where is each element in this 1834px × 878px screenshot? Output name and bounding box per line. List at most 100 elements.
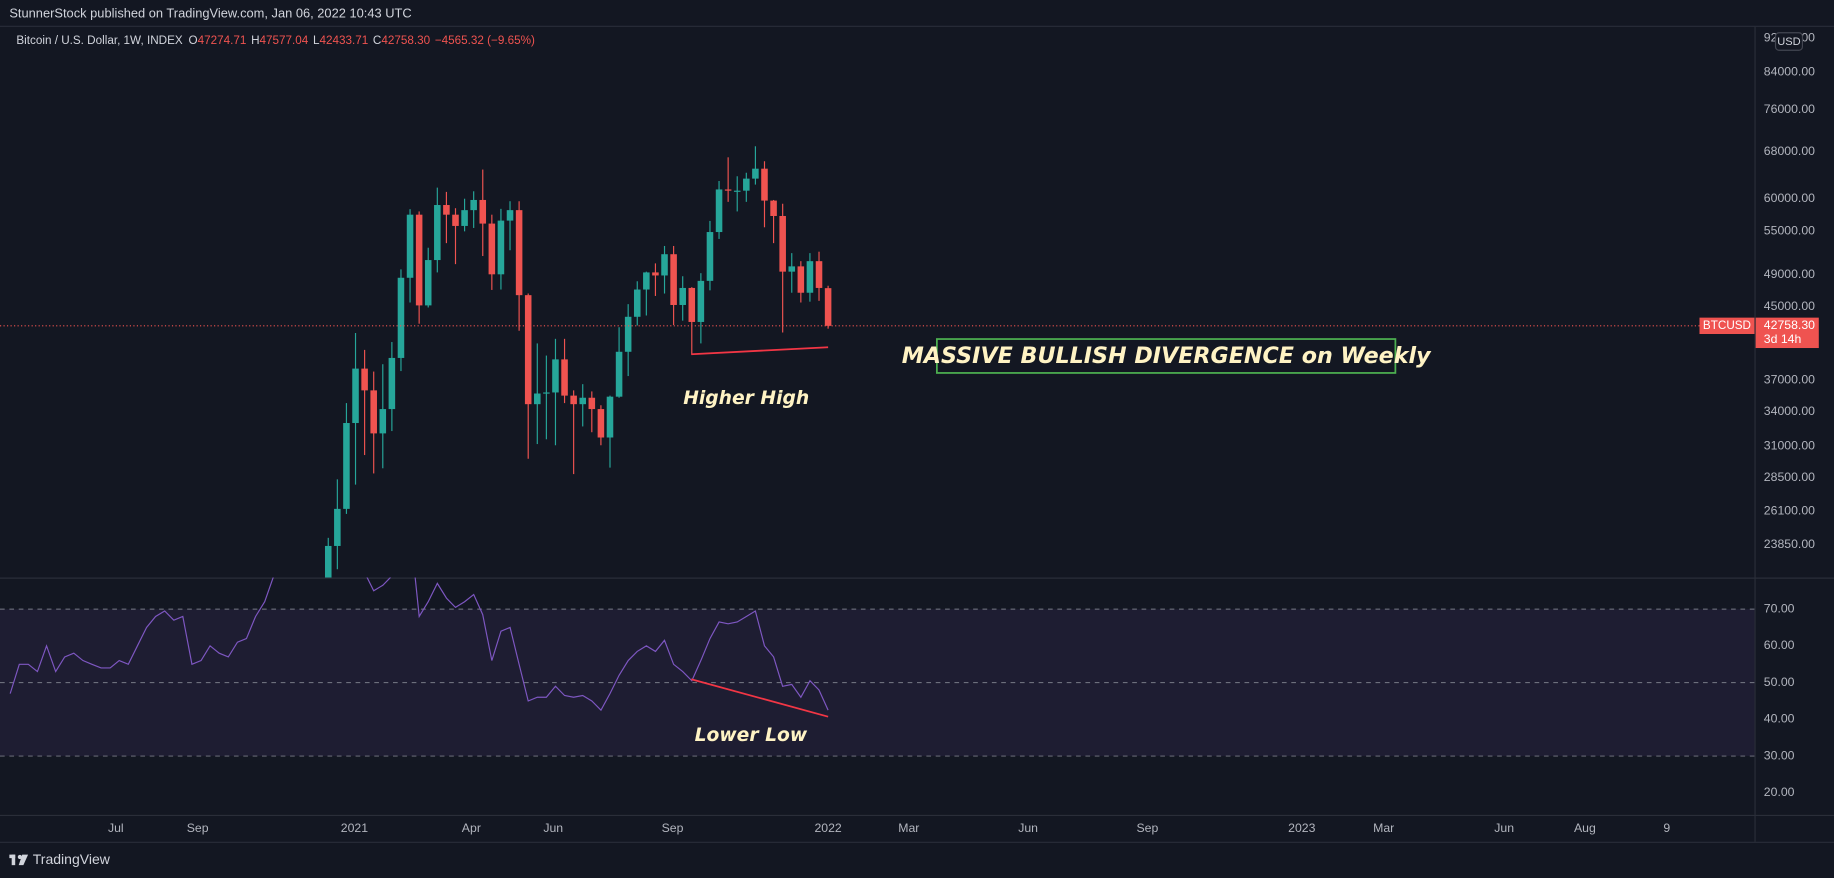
- x-tick-label: Mar: [1373, 821, 1394, 835]
- footer-logo: [9, 854, 29, 866]
- candle-body: [770, 200, 777, 216]
- legend-value: 47274.71: [198, 34, 247, 47]
- logo-part: [18, 854, 29, 866]
- y-tick-label: 45000.00: [1764, 299, 1815, 313]
- price-pane: [324, 146, 832, 578]
- legend-change: −4565.32 (−9.65%): [435, 34, 535, 47]
- candle-body: [406, 214, 414, 278]
- countdown-label: 3d 14h: [1764, 332, 1802, 346]
- legend-key: O: [189, 34, 198, 47]
- annotation: Lower Low: [695, 725, 808, 746]
- rsi-tick-label: 20.00: [1764, 785, 1795, 799]
- y-tick-label: 34000.00: [1764, 404, 1815, 418]
- candle-body: [806, 261, 814, 293]
- rsi-pane: [0, 577, 1755, 757]
- legend-value: 42758.30: [381, 34, 430, 47]
- candle-body: [824, 288, 832, 326]
- candle-body: [743, 178, 750, 191]
- x-tick-label: Sep: [187, 821, 209, 835]
- candle-body: [552, 359, 559, 393]
- logo-part: [11, 854, 16, 866]
- x-tick-label: Sep: [1137, 821, 1159, 835]
- candle-body: [679, 287, 686, 305]
- candle-body: [797, 266, 805, 293]
- price-badge: [1755, 317, 1819, 349]
- legend-key: L: [313, 34, 320, 47]
- candle-body: [397, 277, 405, 358]
- candle-body: [343, 423, 350, 509]
- price-label: 42758.30: [1764, 318, 1815, 332]
- trend-line: [691, 346, 829, 356]
- currency-badge: [1774, 32, 1804, 51]
- y-tick-label: 37000.00: [1764, 372, 1815, 386]
- trend-line: [691, 678, 829, 718]
- footer-brand: TradingView: [33, 851, 111, 867]
- candle-body: [561, 359, 568, 396]
- candle-body: [361, 368, 368, 391]
- candle-body: [670, 254, 677, 305]
- rsi-tick-label: 50.00: [1764, 675, 1795, 689]
- candle-body: [424, 260, 432, 306]
- candle-body: [697, 280, 705, 322]
- candle-body: [752, 168, 759, 179]
- candle-body: [652, 272, 659, 276]
- annotation: Higher High: [683, 388, 809, 409]
- logo-part: [17, 854, 22, 860]
- candle-body: [524, 295, 532, 405]
- x-tick-label: Jul: [108, 821, 124, 835]
- candle-body: [443, 205, 450, 215]
- candle-body: [388, 357, 396, 410]
- legend: Bitcoin / U.S. Dollar, 1W, INDEX O47274.7…: [16, 34, 535, 47]
- legend-title: Bitcoin / U.S. Dollar, 1W, INDEX: [16, 34, 183, 47]
- candle-body: [461, 210, 468, 226]
- symbol-badge: [1699, 317, 1755, 335]
- candle-body: [788, 266, 796, 272]
- candle-body: [488, 223, 496, 275]
- candle-body: [643, 272, 650, 290]
- candle-body: [715, 189, 723, 233]
- rsi-tick-label: 40.00: [1764, 712, 1795, 726]
- candle-body: [470, 199, 477, 211]
- y-tick-label: 23850.00: [1764, 537, 1815, 551]
- candle-body: [370, 390, 377, 434]
- candle-body: [506, 210, 514, 221]
- candle-body: [452, 214, 459, 226]
- x-tick-label: 2022: [814, 821, 841, 835]
- y-tick-label: 84000.00: [1764, 65, 1815, 79]
- x-tick-label: 9: [1663, 821, 1670, 835]
- y-tick-label: 60000.00: [1764, 191, 1815, 205]
- x-tick-label: 2023: [1288, 821, 1315, 835]
- rsi-tick-label: 30.00: [1764, 748, 1795, 762]
- legend-key: C: [373, 34, 381, 47]
- candle-body: [415, 214, 423, 306]
- y-tick-label: 76000.00: [1764, 102, 1815, 116]
- currency-label: USD: [1777, 36, 1800, 48]
- candle-body: [688, 287, 696, 322]
- candle-body: [379, 409, 387, 434]
- x-tick-label: Jun: [1018, 821, 1038, 835]
- candle-body: [733, 190, 741, 192]
- candle-body: [761, 168, 768, 201]
- candle-body: [588, 397, 596, 410]
- legend-value: 42433.71: [319, 34, 368, 47]
- annotation-box: [936, 338, 1397, 374]
- candle-body: [570, 395, 577, 405]
- candle-body: [497, 220, 505, 275]
- symbol-label: BTCUSD: [1703, 319, 1751, 332]
- y-tick-label: 26100.00: [1764, 503, 1815, 517]
- candle-body: [479, 199, 487, 224]
- x-tick-label: Jun: [543, 821, 563, 835]
- x-tick-label: Sep: [662, 821, 684, 835]
- candle-body: [706, 232, 714, 281]
- y-tick-label: 68000.00: [1764, 144, 1815, 158]
- annotation: MASSIVE BULLISH DIVERGENCE on Weekly: [902, 343, 1432, 369]
- legend-key: H: [251, 34, 259, 47]
- x-tick-label: Jun: [1494, 821, 1514, 835]
- candle-body: [815, 261, 823, 288]
- y-tick-label: 55000.00: [1764, 224, 1815, 238]
- candle-body: [624, 316, 632, 352]
- y-tick-label: 31000.00: [1764, 439, 1815, 453]
- candle-body: [434, 205, 441, 261]
- candle-body: [534, 393, 541, 405]
